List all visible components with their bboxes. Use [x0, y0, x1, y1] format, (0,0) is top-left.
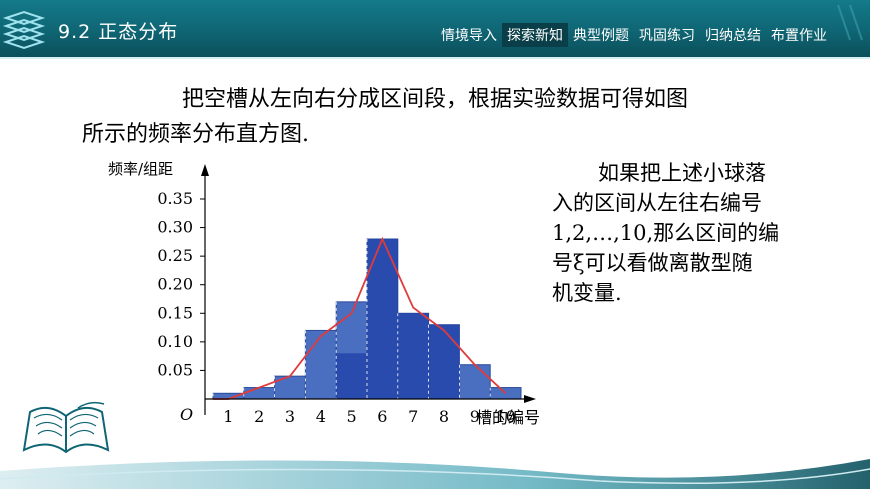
y-axis-label: 频率/组距 — [108, 160, 173, 178]
nav-item-summary[interactable]: 归纳总结 — [705, 28, 761, 44]
chart-bars — [212, 238, 522, 400]
side-line-1: 如果把上述小球落 — [598, 161, 766, 185]
x-tick-label: 4 — [316, 407, 326, 426]
intro-line-2: 所示的频率分布直方图. — [82, 122, 309, 147]
chart-curve-layer — [213, 236, 507, 400]
histogram-bar — [458, 364, 491, 400]
x-tick-label: 10 — [495, 407, 515, 426]
histogram-bar — [243, 387, 276, 400]
nav-menu: 情境导入 探索新知 典型例题 巩固练习 归纳总结 布置作业 — [436, 23, 832, 47]
x-tick-label: 3 — [285, 407, 295, 426]
histogram-chart: 频率/组距 槽的编号 O 0.05 0.10 0.15 0.20 0.25 0.30 0.3… — [108, 160, 540, 427]
y-tick-label: 0.25 — [157, 246, 193, 265]
intro-paragraph: 把空槽从左向右分成区间段，根据实验数据可得如图 所示的频率分布直方图. — [82, 82, 782, 152]
x-axis-label: 槽的编号 — [476, 408, 540, 427]
y-tick-label: 0.05 — [157, 360, 193, 379]
histogram-bar-highlight — [336, 353, 367, 399]
nav-item-practice[interactable]: 巩固练习 — [639, 28, 695, 44]
histogram-bar-highlight — [428, 324, 460, 399]
side-line-4: 号ξ可以看做离散型随 — [552, 251, 753, 275]
y-tick-label: 0.30 — [157, 218, 193, 237]
x-axis-arrow-icon — [524, 395, 536, 403]
frequency-curve — [213, 236, 507, 400]
side-line-2: 入的区间从左往右编号 — [552, 191, 762, 215]
y-axis-arrow-icon — [201, 164, 209, 176]
side-line-3: 1,2,…,10,那么区间的编 — [552, 221, 780, 245]
chart-gridlines — [200, 198, 205, 371]
corner-decoration-icon — [837, 4, 863, 41]
y-tick-label: 0.20 — [157, 275, 193, 294]
side-line-5: 机变量. — [552, 281, 622, 305]
x-tick-label: 2 — [254, 407, 264, 426]
x-tick-label: 7 — [408, 407, 418, 426]
y-tick-label: 0.35 — [157, 189, 193, 208]
histogram-bar — [304, 329, 337, 400]
origin-label: O — [180, 405, 193, 424]
x-tick-label: 6 — [377, 407, 387, 426]
y-tick-label: 0.10 — [157, 332, 193, 351]
x-tick-label: 5 — [347, 407, 357, 426]
intro-line-1: 把空槽从左向右分成区间段，根据实验数据可得如图 — [182, 87, 689, 112]
x-tick-labels: 1 2 3 4 5 6 7 8 9 10 — [223, 407, 515, 426]
side-paragraph: 如果把上述小球落 入的区间从左往右编号 1,2,…,10,那么区间的编 号ξ可以… — [552, 158, 812, 308]
book-stack-icon — [2, 10, 46, 50]
nav-item-homework[interactable]: 布置作业 — [771, 28, 827, 44]
x-tick-label: 8 — [439, 407, 449, 426]
open-book-icon — [22, 401, 110, 454]
x-tick-label: 9 — [470, 407, 480, 426]
nav-item-explore[interactable]: 探索新知 — [502, 23, 568, 47]
header-bar: 9.2 正态分布 情境导入 探索新知 典型例题 巩固练习 归纳总结 布置作业 — [0, 0, 870, 59]
nav-item-examples[interactable]: 典型例题 — [573, 28, 629, 44]
nav-item-intro[interactable]: 情境导入 — [441, 28, 497, 44]
histogram-bar-highlight — [397, 313, 429, 399]
y-tick-label: 0.15 — [157, 303, 193, 322]
x-tick-label: 1 — [223, 407, 233, 426]
section-title: 9.2 正态分布 — [58, 21, 179, 43]
y-tick-labels: 0.05 0.10 0.15 0.20 0.25 0.30 0.35 — [157, 189, 193, 379]
bottom-wave-decoration — [0, 459, 870, 489]
